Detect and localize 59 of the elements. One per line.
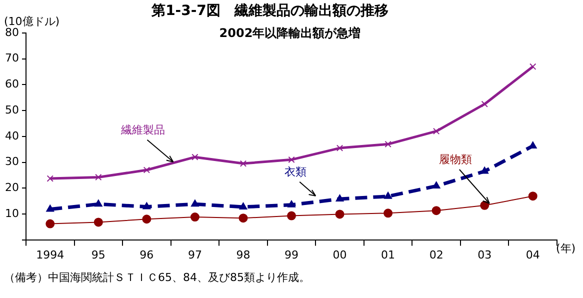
y-tick-label: 70	[4, 52, 19, 65]
point	[432, 128, 440, 135]
x-tick-label: 96	[140, 248, 154, 262]
point	[288, 156, 295, 163]
point	[432, 206, 441, 216]
point	[336, 144, 344, 152]
x-tick-label: 1994	[36, 248, 64, 262]
point	[46, 175, 54, 182]
point	[480, 200, 490, 210]
point	[192, 154, 198, 160]
x-axis-title: (年)	[556, 241, 576, 256]
x-tick-label: 04	[526, 248, 540, 262]
point	[530, 63, 536, 70]
point	[46, 219, 55, 228]
point	[384, 140, 392, 148]
x-tick-label: 95	[91, 248, 106, 262]
chart-subtitle: 2002年以降輸出額が急増	[219, 26, 361, 40]
text: 衣類	[284, 165, 307, 178]
point	[143, 166, 150, 174]
text: 繊維製品	[120, 123, 166, 136]
text: （備考）中国海関統計ＳＴＩＣ65、84、及び85類より作成。	[4, 270, 310, 285]
point	[238, 214, 248, 223]
point	[336, 194, 344, 202]
chart-title: 第1-3-7図 繊維製品の輸出額の推移	[152, 3, 388, 19]
y-tick-label: 10	[4, 206, 19, 220]
text: 履物類	[438, 152, 472, 166]
y-axis-title: (10億ドル)	[4, 14, 60, 28]
point	[94, 200, 102, 207]
y-tick-label: 50	[4, 103, 19, 116]
point	[190, 212, 200, 222]
point	[94, 218, 103, 227]
x-tick-label: 99	[284, 248, 298, 262]
x-tick-label: 98	[236, 248, 250, 262]
point	[335, 210, 344, 219]
point	[288, 200, 296, 208]
x-tick-label: 01	[381, 248, 396, 262]
point	[240, 160, 247, 167]
x-tick-label: 97	[188, 248, 202, 262]
y-tick-label: 80	[4, 26, 19, 39]
point	[432, 182, 440, 189]
y-tick-label: 20	[4, 180, 19, 194]
x-tick-label: 00	[332, 248, 347, 262]
point	[46, 204, 54, 212]
point	[95, 174, 102, 181]
point	[142, 214, 152, 224]
y-tick-label: 30	[4, 155, 19, 168]
point	[480, 166, 489, 174]
point	[190, 200, 199, 207]
point	[287, 211, 296, 220]
x-tick-label: 02	[429, 248, 444, 262]
point	[384, 192, 392, 199]
point	[142, 202, 151, 210]
point	[239, 202, 248, 210]
point	[481, 100, 488, 108]
point	[384, 208, 393, 218]
point	[528, 192, 538, 201]
y-tick-label: 60	[4, 78, 19, 91]
x-tick-label: 03	[478, 248, 492, 262]
y-tick-label: 40	[4, 129, 19, 142]
